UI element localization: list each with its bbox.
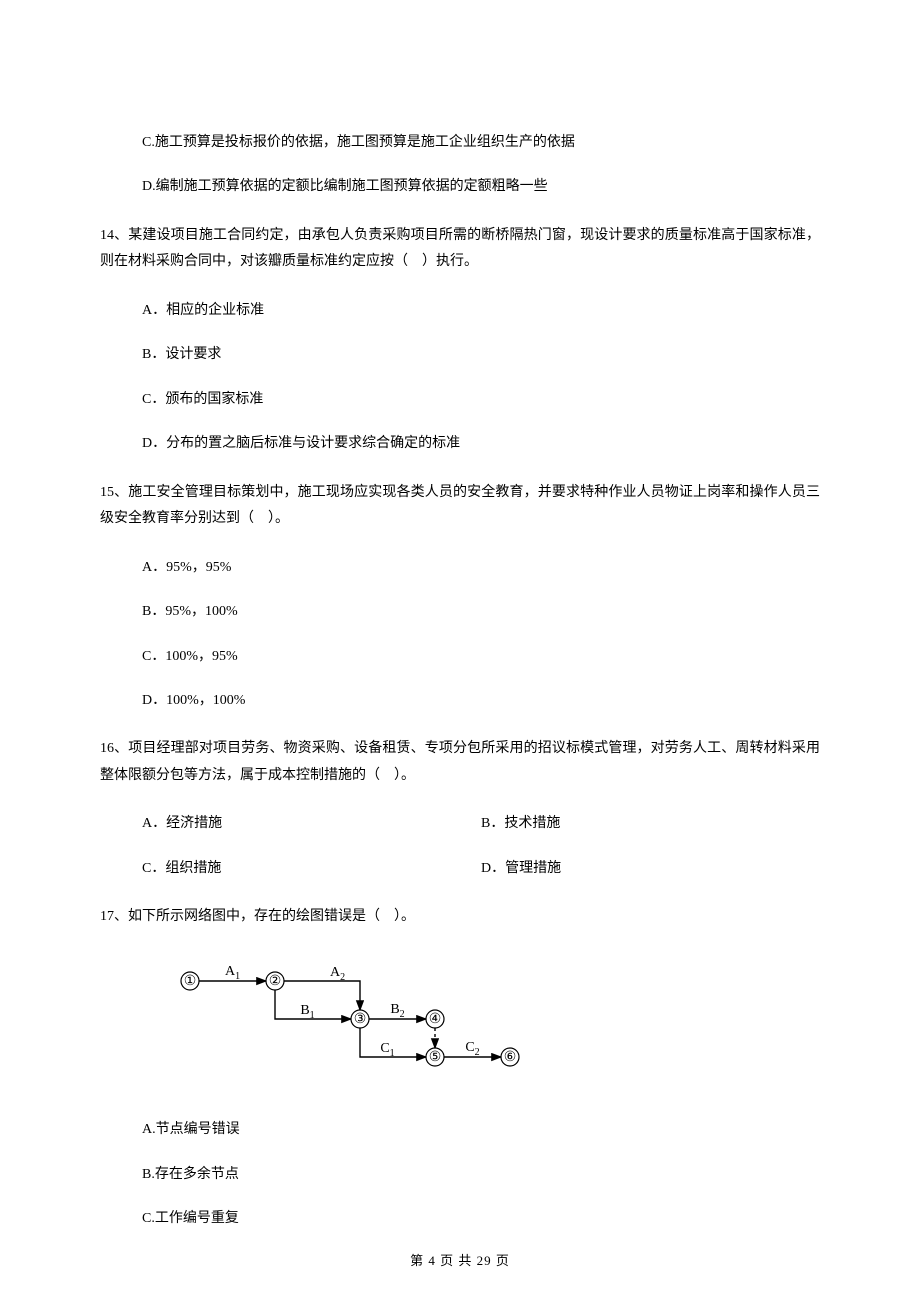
q15-option-c: C．100%，95%: [100, 646, 820, 668]
q17-option-b: B.存在多余节点: [100, 1164, 820, 1186]
q14-option-b: B．设计要求: [100, 344, 820, 366]
network-diagram: A1A2B1B2C1C2①②③④⑤⑥: [100, 961, 820, 1089]
network-svg: A1A2B1B2C1C2①②③④⑤⑥: [170, 961, 540, 1081]
svg-text:C2: C2: [465, 1040, 479, 1058]
q15-option-d: D．100%，100%: [100, 690, 820, 712]
q16-row-1: A．经济措施 B．技术措施: [100, 813, 820, 835]
q14-stem: 14、某建设项目施工合同约定，由承包人负责采购项目所需的断桥隔热门窗，现设计要求…: [100, 223, 820, 276]
q16-option-a: A．经济措施: [142, 813, 481, 835]
q14-option-a: A．相应的企业标准: [100, 300, 820, 322]
svg-text:A1: A1: [225, 964, 240, 982]
q17-option-c: C.工作编号重复: [100, 1208, 820, 1230]
svg-text:①: ①: [184, 974, 197, 989]
q16-option-c: C．组织措施: [142, 858, 481, 880]
svg-text:⑤: ⑤: [429, 1050, 442, 1065]
q13-option-d: D.编制施工预算依据的定额比编制施工图预算依据的定额粗略一些: [100, 176, 820, 198]
q16-option-d: D．管理措施: [481, 858, 820, 880]
svg-text:A2: A2: [330, 965, 345, 983]
q14-option-d: D．分布的置之脑后标准与设计要求综合确定的标准: [100, 433, 820, 455]
page-footer: 第 4 页 共 29 页: [0, 1251, 920, 1272]
q17-option-a: A.节点编号错误: [100, 1119, 820, 1141]
q15-option-b: B．95%，100%: [100, 601, 820, 623]
svg-text:②: ②: [269, 974, 282, 989]
q16-row-2: C．组织措施 D．管理措施: [100, 858, 820, 880]
q15-option-a: A．95%，95%: [100, 557, 820, 579]
page: C.施工预算是投标报价的依据，施工图预算是施工企业组织生产的依据 D.编制施工预…: [0, 0, 920, 1302]
q16-option-b: B．技术措施: [481, 813, 820, 835]
q16-stem: 16、项目经理部对项目劳务、物资采购、设备租赁、专项分包所采用的招议标模式管理，…: [100, 736, 820, 789]
svg-text:③: ③: [354, 1012, 367, 1027]
q13-option-c: C.施工预算是投标报价的依据，施工图预算是施工企业组织生产的依据: [100, 132, 820, 154]
svg-text:B2: B2: [390, 1002, 404, 1020]
svg-text:⑥: ⑥: [504, 1050, 517, 1065]
q15-stem: 15、施工安全管理目标策划中，施工现场应实现各类人员的安全教育，并要求特种作业人…: [100, 480, 820, 533]
svg-text:④: ④: [429, 1012, 442, 1027]
svg-text:B1: B1: [300, 1003, 314, 1021]
q17-stem: 17、如下所示网络图中，存在的绘图错误是（ ）。: [100, 904, 820, 931]
q14-option-c: C．颁布的国家标准: [100, 389, 820, 411]
